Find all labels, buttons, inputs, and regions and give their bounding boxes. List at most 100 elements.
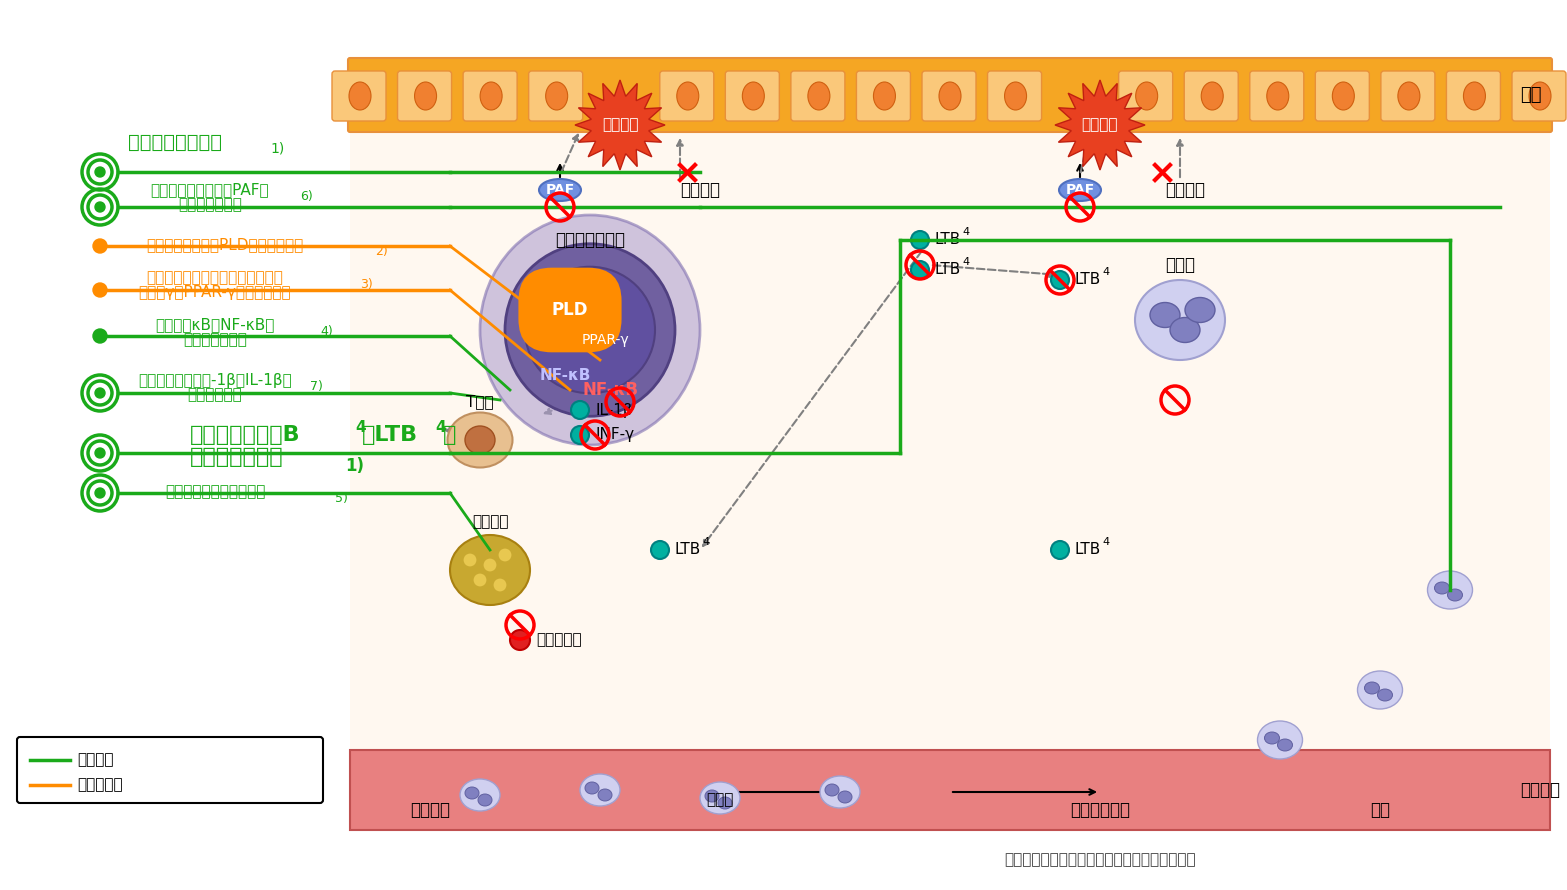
Ellipse shape — [1059, 179, 1102, 201]
Text: 6): 6) — [299, 190, 313, 203]
Text: 2): 2) — [375, 245, 387, 258]
Ellipse shape — [1398, 82, 1420, 110]
Text: ）: ） — [443, 425, 456, 445]
Polygon shape — [575, 80, 664, 170]
Text: 受容体γ（PPAR-γ）活性化作用: 受容体γ（PPAR-γ）活性化作用 — [139, 286, 291, 301]
Text: 血管拡張: 血管拡張 — [411, 801, 450, 819]
Circle shape — [570, 426, 589, 444]
Text: 細胞障害: 細胞障害 — [1081, 117, 1119, 133]
Text: マクロファージ: マクロファージ — [555, 231, 625, 249]
Ellipse shape — [465, 787, 480, 799]
FancyBboxPatch shape — [332, 71, 385, 121]
Ellipse shape — [1332, 82, 1354, 110]
Text: LTB: LTB — [934, 232, 961, 247]
Text: 4: 4 — [436, 420, 445, 435]
Text: 好中球: 好中球 — [1164, 256, 1196, 274]
Text: 3): 3) — [360, 278, 373, 291]
Ellipse shape — [1428, 571, 1473, 609]
Circle shape — [570, 401, 589, 419]
Text: ペルオキシソーム増殖因子活性化: ペルオキシソーム増殖因子活性化 — [147, 271, 284, 286]
FancyBboxPatch shape — [349, 110, 1550, 830]
Text: 抑制作用: 抑制作用 — [77, 753, 113, 767]
FancyBboxPatch shape — [660, 71, 715, 121]
Text: LTB: LTB — [1073, 272, 1100, 287]
Text: 活性化作用: 活性化作用 — [77, 778, 122, 792]
Text: 活性酸素: 活性酸素 — [1164, 181, 1205, 199]
FancyBboxPatch shape — [349, 750, 1550, 830]
Text: 7): 7) — [310, 380, 323, 393]
Text: 生合成抑制作用: 生合成抑制作用 — [179, 198, 241, 213]
Ellipse shape — [824, 784, 838, 796]
Text: 1): 1) — [270, 142, 284, 156]
Ellipse shape — [1004, 82, 1026, 110]
FancyBboxPatch shape — [1315, 71, 1370, 121]
Text: 生合成抑制作用: 生合成抑制作用 — [190, 447, 284, 467]
Ellipse shape — [480, 215, 700, 445]
Ellipse shape — [1265, 732, 1280, 744]
FancyBboxPatch shape — [857, 71, 910, 121]
Circle shape — [483, 558, 497, 572]
Circle shape — [650, 541, 669, 559]
Text: LTB: LTB — [934, 263, 961, 278]
Text: 4): 4) — [320, 325, 332, 338]
FancyBboxPatch shape — [398, 71, 451, 121]
Ellipse shape — [743, 82, 765, 110]
Ellipse shape — [1448, 589, 1462, 601]
Circle shape — [462, 553, 476, 567]
Text: PLD: PLD — [552, 301, 588, 319]
Ellipse shape — [525, 267, 655, 393]
Ellipse shape — [1136, 82, 1158, 110]
Circle shape — [96, 488, 105, 498]
Ellipse shape — [677, 82, 699, 110]
Ellipse shape — [1357, 671, 1402, 709]
Text: PPAR-γ: PPAR-γ — [581, 333, 628, 347]
Text: 血小板活性化因子（PAF）: 血小板活性化因子（PAF） — [150, 182, 270, 198]
Text: LTB: LTB — [674, 543, 700, 557]
Ellipse shape — [584, 782, 599, 794]
Text: PAF: PAF — [1066, 183, 1095, 197]
Text: PAF: PAF — [545, 183, 575, 197]
Circle shape — [96, 202, 105, 212]
Text: メサラジンの薬理作用を想定した模式図です。: メサラジンの薬理作用を想定した模式図です。 — [1004, 853, 1196, 868]
Circle shape — [96, 388, 105, 398]
Ellipse shape — [505, 244, 675, 417]
FancyBboxPatch shape — [1512, 71, 1565, 121]
Text: 活性酸素: 活性酸素 — [680, 181, 719, 199]
Text: （LTB: （LTB — [362, 425, 418, 445]
Circle shape — [473, 573, 487, 587]
Ellipse shape — [1529, 82, 1551, 110]
Text: 遊走: 遊走 — [1370, 801, 1390, 819]
Ellipse shape — [809, 82, 831, 110]
Circle shape — [498, 548, 512, 562]
Ellipse shape — [580, 774, 621, 806]
FancyBboxPatch shape — [726, 71, 779, 121]
Ellipse shape — [480, 82, 501, 110]
Ellipse shape — [448, 412, 512, 467]
Text: LTB: LTB — [1073, 543, 1100, 557]
Circle shape — [910, 231, 929, 249]
Text: T細胞: T細胞 — [467, 394, 494, 409]
Text: 1): 1) — [345, 457, 364, 475]
Ellipse shape — [718, 797, 732, 809]
Ellipse shape — [1171, 318, 1200, 343]
Ellipse shape — [873, 82, 895, 110]
Text: ホスホリパーゼ（PLD）活性化作用: ホスホリパーゼ（PLD）活性化作用 — [146, 238, 304, 253]
Ellipse shape — [1266, 82, 1288, 110]
FancyBboxPatch shape — [1119, 71, 1172, 121]
Ellipse shape — [1377, 689, 1393, 701]
FancyBboxPatch shape — [791, 71, 845, 121]
Ellipse shape — [465, 426, 495, 454]
Text: ヒスタミン遊離抑制作用: ヒスタミン遊離抑制作用 — [165, 484, 265, 499]
Text: 活性化抑制作用: 活性化抑制作用 — [183, 333, 248, 347]
FancyBboxPatch shape — [1250, 71, 1304, 121]
Ellipse shape — [539, 179, 581, 201]
Ellipse shape — [1135, 280, 1225, 360]
Ellipse shape — [820, 776, 860, 808]
Text: 4: 4 — [962, 257, 968, 267]
Text: 5): 5) — [335, 492, 348, 505]
Text: 細胞障害: 細胞障害 — [602, 117, 638, 133]
Circle shape — [910, 261, 929, 279]
Ellipse shape — [545, 82, 567, 110]
Text: INF-γ: INF-γ — [595, 427, 635, 442]
Ellipse shape — [939, 82, 961, 110]
